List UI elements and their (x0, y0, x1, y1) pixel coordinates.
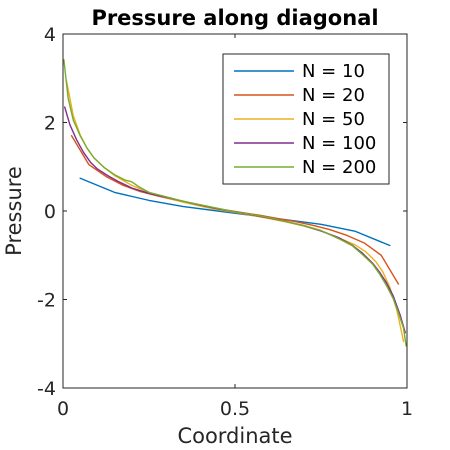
y-tick-label: -2 (37, 290, 56, 312)
ticks-layer: 0 0.5 1 -4 -2 0 2 4 (37, 24, 413, 420)
chart-title: Pressure along diagonal (91, 6, 378, 30)
legend-label-5: N = 200 (302, 157, 376, 178)
legend: N = 10 N = 20 N = 50 N = 100 N = 200 (222, 53, 390, 185)
series-layer (63, 58, 407, 347)
x-tick-label: 0 (57, 398, 69, 420)
legend-label-2: N = 20 (302, 85, 365, 106)
y-axis-label: Pressure (2, 166, 26, 256)
series-line-1 (79, 177, 391, 247)
legend-label-4: N = 100 (302, 133, 376, 154)
x-tick-label: 1 (401, 398, 413, 420)
y-tick-label: 0 (44, 201, 56, 223)
legend-label-3: N = 50 (302, 109, 365, 130)
legend-label-1: N = 10 (302, 61, 365, 82)
y-tick-label: 4 (44, 24, 56, 46)
x-axis-label: Coordinate (177, 424, 292, 448)
y-tick-label: 2 (44, 113, 56, 135)
y-tick-label: -4 (37, 378, 56, 400)
series-line-5 (63, 58, 407, 347)
x-tick-label: 0.5 (220, 398, 250, 420)
